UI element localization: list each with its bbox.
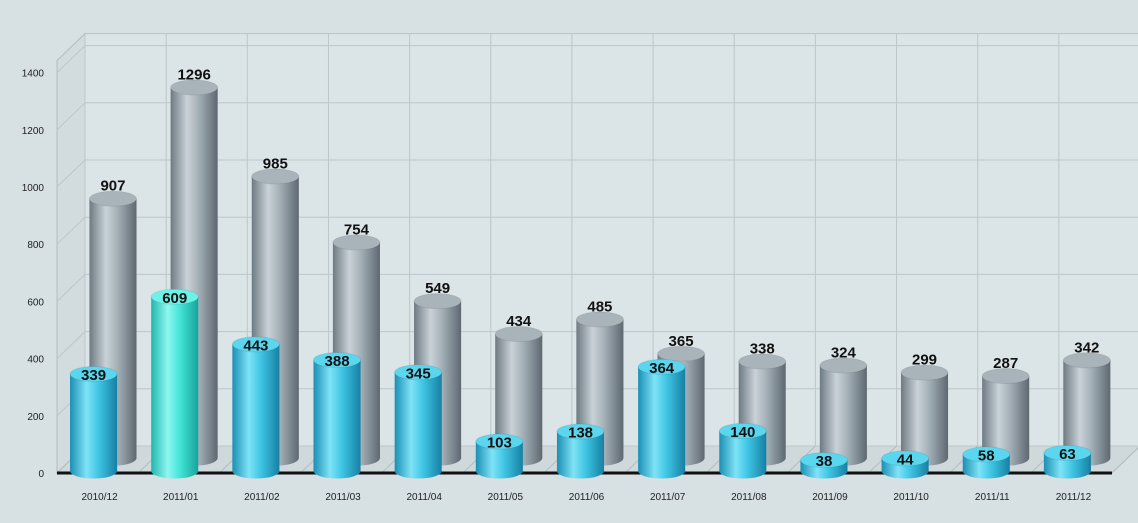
bar-cyan-2011/07-top [637,358,686,375]
bar-grey-2011/07-top [657,345,706,362]
bar-grey-2011/09 [819,365,867,466]
y-tick-label: 1000 [22,183,45,194]
gridline-side [56,102,86,131]
gridline-side [56,274,86,302]
y-tick-label: 1200 [22,126,45,137]
x-tick-label: 2011/03 [325,492,361,503]
x-tick-label: 2011/02 [244,492,280,503]
x-tick-label: 2011/11 [975,492,1010,503]
bar-grey-2011/08-top [738,353,787,370]
value-label-grey: 365 [669,333,694,350]
bar-cyan-2011/11-top [962,446,1011,463]
value-label-grey: 985 [263,155,288,172]
floor-divider [1111,447,1138,474]
value-label-cyan: 38 [816,453,833,470]
value-label-cyan: 345 [406,365,431,382]
value-label-grey: 549 [425,280,450,297]
value-label-grey: 434 [506,313,532,330]
value-label-grey: 299 [912,352,937,369]
y-tick-label: 200 [27,412,44,423]
bar-cyan-2011/04-top [394,364,443,381]
bar-cyan-2011/05 [475,441,523,479]
value-label-cyan: 339 [81,367,106,384]
x-tick-label: 2011/10 [893,492,929,503]
bar-cyan-2011/03-top [313,352,362,369]
y-tick-label: 0 [38,469,44,480]
x-tick-label: 2011/04 [406,492,442,503]
x-tick-label: 2011/05 [488,492,524,503]
bar-cyan-2011/02-top [231,336,280,353]
bar-cyan-2011/08-top [718,422,767,439]
bar-cyan-2011/05-top [475,433,524,450]
y-tick-label: 600 [27,297,44,308]
bar-cyan-2010/12 [70,374,118,479]
value-label-cyan: 44 [897,451,914,468]
y-tick-label: 400 [27,355,44,366]
y-tick-label: 800 [27,240,44,251]
x-tick-label: 2010/12 [81,492,118,503]
bar-cyan-2011/01-top [150,288,199,305]
x-tick-label: 2011/07 [650,492,686,503]
bar-cyan-2011/03 [313,360,361,479]
bar-grey-2011/02-top [251,168,300,185]
value-label-cyan: 443 [243,337,268,354]
gridline-side [56,159,86,188]
value-label-cyan: 140 [730,424,755,441]
bar-grey-2010/12-top [88,190,138,207]
bar-cyan-2011/12-top [1043,444,1092,462]
bar-cyan-2011/07 [638,366,686,479]
bar-cyan-2011/06 [556,431,605,479]
bar-grey-2011/10 [900,372,949,466]
bar-cyan-2011/06-top [556,423,605,440]
value-label-cyan: 103 [487,435,512,452]
bar-cyan-2010/12-top [69,366,118,383]
value-label-cyan: 63 [1059,446,1076,463]
bar-cyan-2011/08 [719,430,767,479]
bar-grey-2011/04-top [413,293,462,310]
bar-cyan-2011/04 [394,372,442,479]
value-label-cyan: 609 [162,290,187,307]
bar-grey-2011/11 [982,376,1030,466]
bar-cyan-2011/10-top [881,450,930,467]
bar-grey-2011/06-top [575,311,624,328]
bar-grey-2011/05-top [494,325,543,343]
bar-grey-2011/12-top [1062,352,1111,369]
bar-grey-2011/12 [1063,360,1111,466]
bar-grey-2011/09-top [819,357,868,374]
value-label-grey: 324 [831,344,857,361]
x-tick-label: 2011/01 [163,492,199,503]
bar-grey-2011/01-top [170,79,219,96]
bar-grey-2011/10-top [900,364,949,381]
x-tick-label: 2011/08 [731,492,767,503]
bar-cyan-2011/01 [151,296,199,479]
bar-grey-2011/11-top [981,368,1030,385]
value-label-grey: 1296 [177,66,210,83]
value-label-grey: 338 [750,340,775,357]
x-tick-label: 2011/12 [1056,492,1092,503]
bar-grey-2011/03-top [332,234,381,251]
value-label-cyan: 364 [649,360,675,377]
bar-cyan-2011/09-top [799,452,848,469]
value-label-grey: 907 [100,178,125,195]
value-label-grey: 485 [587,298,612,315]
value-label-cyan: 388 [325,353,350,370]
x-tick-label: 2011/09 [812,492,848,503]
value-label-grey: 287 [993,355,1018,372]
value-label-cyan: 138 [568,425,593,442]
value-label-grey: 342 [1074,339,1099,356]
gridline-side [56,331,86,359]
gridline-side [56,216,86,245]
gridline-side [56,45,86,73]
y-tick-label: 1400 [22,69,45,80]
bar-cyan-2011/02 [232,344,280,479]
value-label-cyan: 58 [978,447,995,464]
x-tick-label: 2011/06 [569,492,605,503]
value-label-grey: 754 [344,222,370,239]
bar-grey-2011/05 [495,334,543,466]
